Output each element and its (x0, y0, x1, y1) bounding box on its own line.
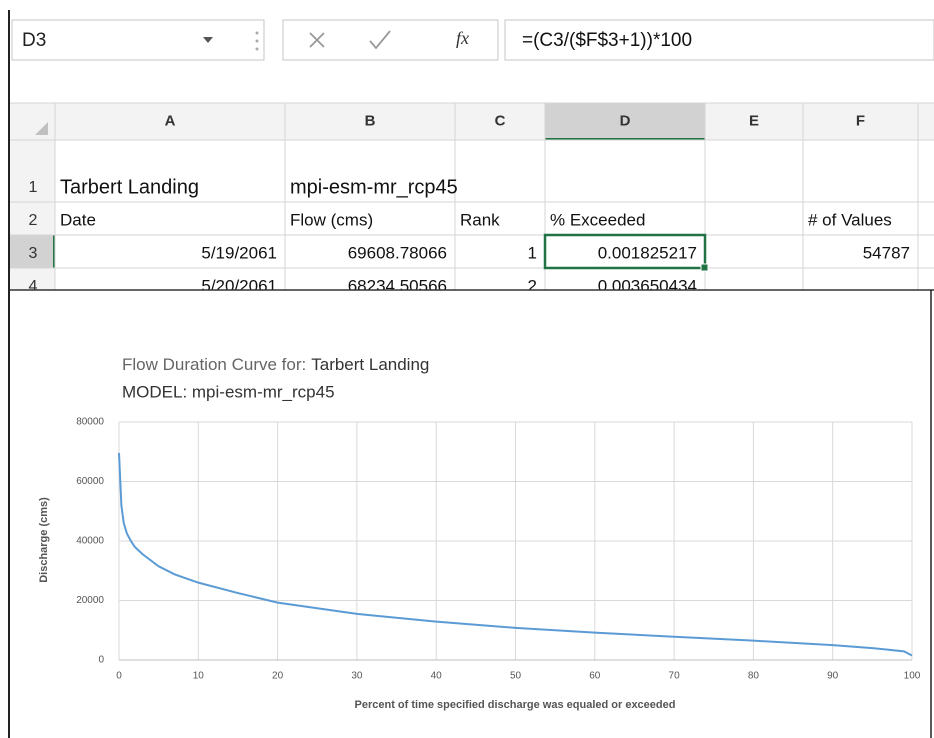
y-tick-label: 20000 (76, 595, 104, 606)
row-header: 1 (29, 179, 38, 196)
cell: 69608.78066 (348, 243, 447, 262)
chart-subtitle: MODEL: mpi-esm-mr_rcp45 (122, 382, 335, 401)
column-header: B (365, 112, 376, 129)
select-all (35, 122, 48, 135)
cell: 1 (528, 243, 537, 262)
fx-label[interactable]: fx (456, 28, 469, 48)
cell: mpi-esm-mr_rcp45 (290, 176, 458, 198)
y-tick-label: 0 (98, 655, 104, 666)
sheet-grid: A B C D E F 1 2 3 4 Tarbert Landing mpi-esm-mr_rcp4… (10, 102, 934, 295)
cell: # of Values (808, 210, 892, 229)
cancel-icon[interactable] (309, 32, 325, 48)
selected-cell (543, 233, 707, 270)
column-header: E (749, 112, 759, 129)
chart-title: Flow Duration Curve for: Tarbert Landing (122, 355, 429, 374)
chart-title-site: Tarbert Landing (311, 355, 429, 374)
formula-box[interactable] (504, 19, 934, 61)
cell: 68234.50566 (348, 276, 447, 295)
y-tick-label: 60000 (76, 476, 104, 487)
row-header: 3 (29, 245, 38, 262)
cell: 5/20/2061 (201, 276, 277, 295)
row-header: 4 (29, 278, 38, 295)
cell: Date (60, 210, 96, 229)
x-tick-label: 70 (669, 671, 681, 682)
name-box-text: D3 (22, 30, 46, 51)
y-tick-label: 40000 (76, 536, 104, 547)
x-axis-label: Percent of time specified discharge was … (355, 699, 676, 711)
chart-title-prefix: Flow Duration Curve for: (122, 355, 306, 374)
cell: Rank (460, 210, 500, 229)
cell: % Exceeded (550, 210, 645, 229)
formula-buttons (282, 19, 499, 61)
y-tick-label: 80000 (76, 417, 104, 428)
x-tick-label: 50 (510, 671, 522, 682)
cell: Tarbert Landing (60, 176, 199, 198)
x-tick-label: 100 (904, 671, 921, 682)
cell: 2 (528, 276, 537, 295)
x-tick-label: 80 (748, 671, 760, 682)
cell: 54787 (863, 243, 910, 262)
x-tick-label: 40 (431, 671, 443, 682)
separator-dots (255, 31, 259, 51)
column-header: A (165, 112, 176, 129)
selected-row-header (10, 235, 55, 268)
cell: 0.003650434 (598, 276, 697, 295)
cell: 5/19/2061 (201, 243, 277, 262)
formula-text: =(C3/($F$3+1))*100 (522, 30, 692, 51)
row-header: 2 (29, 212, 38, 229)
enter-icon[interactable] (369, 30, 391, 50)
flow-curve (118, 452, 913, 657)
selected-column-header (545, 103, 705, 140)
fill-handle (700, 263, 709, 272)
name-box[interactable] (11, 19, 265, 61)
dropdown-arrow[interactable] (203, 37, 213, 43)
column-header: F (856, 112, 865, 129)
cell: 0.001825217 (598, 243, 697, 262)
column-header-bar (10, 103, 934, 140)
column-header: D (620, 112, 631, 129)
cell: Flow (cms) (290, 210, 373, 229)
x-tick-label: 10 (193, 671, 205, 682)
x-tick-label: 60 (589, 671, 601, 682)
x-tick-label: 20 (272, 671, 284, 682)
x-tick-label: 0 (116, 671, 122, 682)
x-tick-label: 30 (351, 671, 363, 682)
y-axis-label: Discharge (cms) (38, 497, 50, 583)
x-tick-label: 90 (827, 671, 839, 682)
chart: Flow Duration Curve for: Tarbert Landing … (38, 355, 921, 710)
column-header: C (495, 112, 506, 129)
